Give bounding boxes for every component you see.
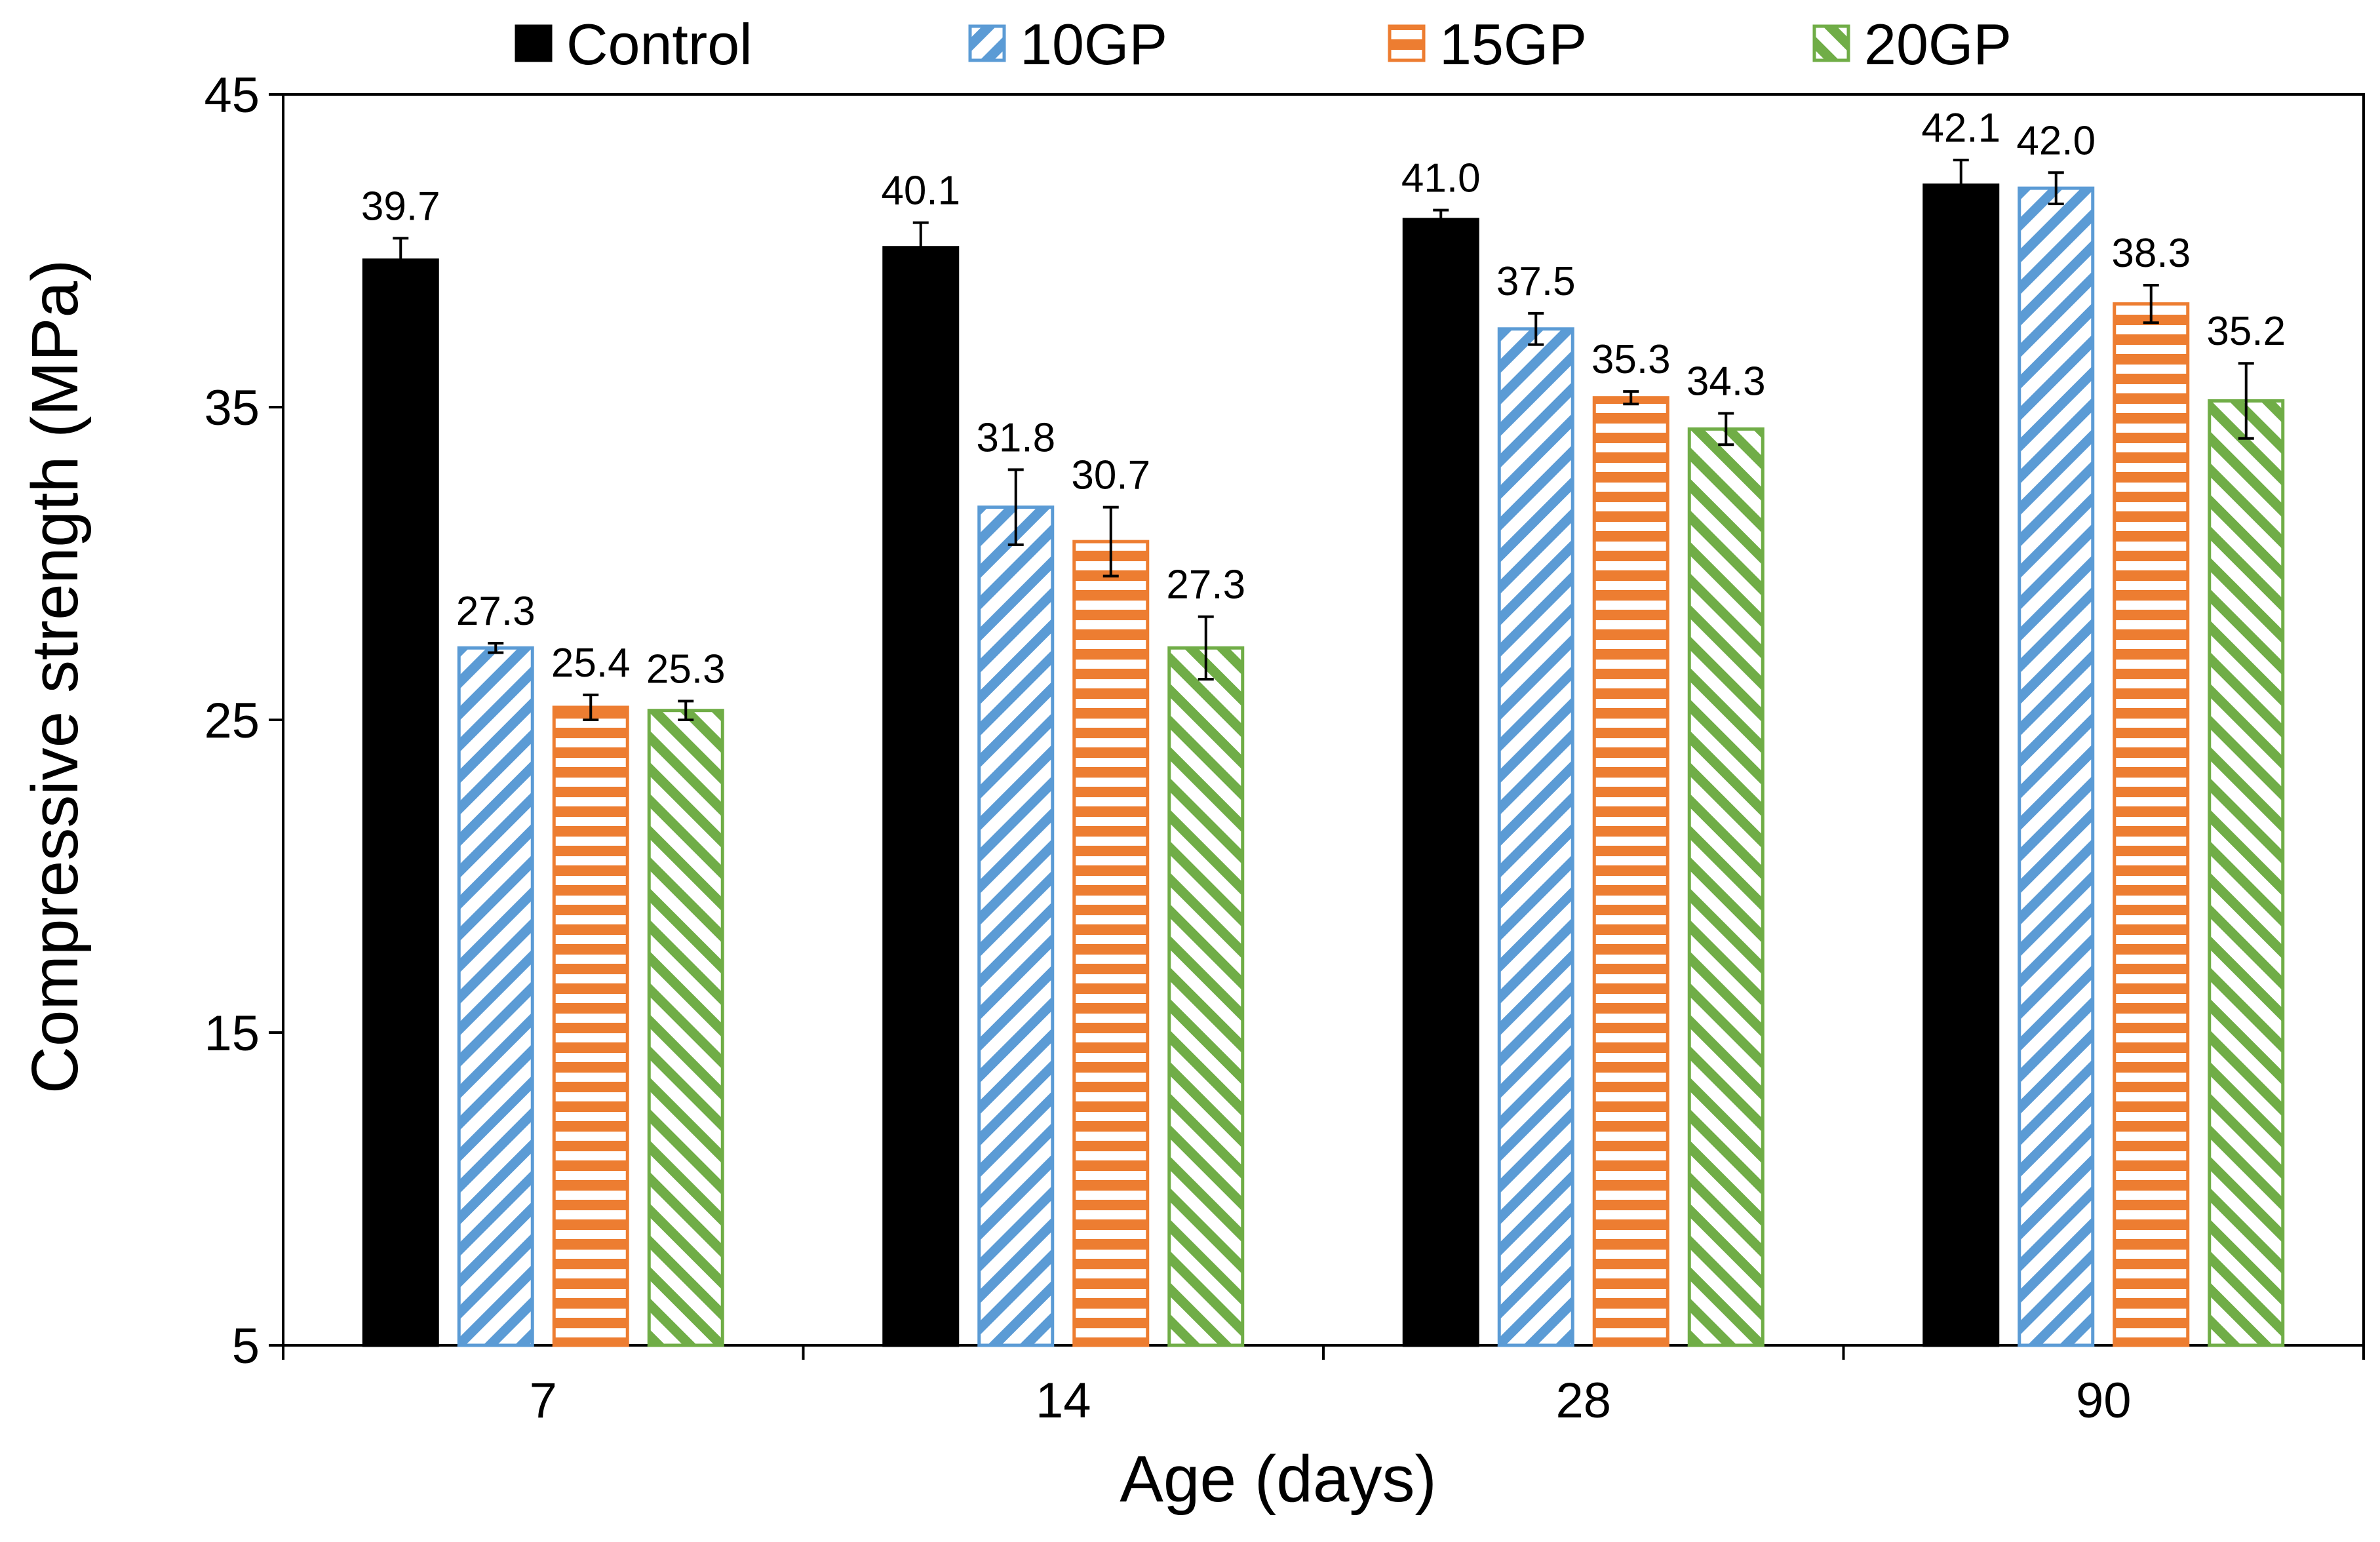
- bar-control-7: [362, 258, 439, 1347]
- value-label-10gp-14: 31.8: [976, 415, 1055, 460]
- y-tick-label: 5: [232, 1318, 260, 1374]
- legend-label-10gp: 10GP: [1020, 12, 1167, 77]
- bar-10gp-14: [977, 505, 1055, 1347]
- legend: Control 10GP 15GP 20GP: [515, 12, 2012, 77]
- bar-20gp-90: [2208, 399, 2285, 1347]
- value-label-10gp-28: 37.5: [1496, 259, 1576, 304]
- value-label-20gp-14: 27.3: [1166, 563, 1245, 608]
- value-label-10gp-90: 42.0: [2016, 118, 2096, 163]
- bars: [362, 183, 2285, 1347]
- value-label-15gp-28: 35.3: [1591, 337, 1671, 382]
- bar-control-90: [1922, 183, 2000, 1347]
- value-label-control-90: 42.1: [1921, 106, 2000, 151]
- x-tick-label: 28: [1555, 1373, 1611, 1429]
- legend-swatch-control: [515, 24, 553, 62]
- value-label-control-28: 41.0: [1401, 155, 1481, 201]
- value-label-control-7: 39.7: [361, 184, 440, 229]
- legend-swatch-15gp: [1388, 24, 1426, 62]
- bar-10gp-7: [457, 646, 534, 1347]
- bar-control-28: [1402, 218, 1479, 1347]
- bar-15gp-7: [552, 705, 629, 1347]
- legend-label-20gp: 20GP: [1864, 12, 2012, 77]
- value-label-15gp-14: 30.7: [1071, 453, 1150, 498]
- value-label-20gp-28: 34.3: [1687, 359, 1766, 405]
- x-tick-label: 7: [530, 1373, 557, 1429]
- y-axis: 5 15 25 35 45: [204, 68, 283, 1374]
- bar-10gp-28: [1497, 327, 1574, 1347]
- value-label-15gp-7: 25.4: [551, 641, 631, 686]
- legend-swatch-20gp: [1812, 24, 1850, 62]
- value-label-control-14: 40.1: [881, 168, 960, 214]
- error-bars: [393, 159, 2254, 721]
- value-label-20gp-7: 25.3: [646, 646, 726, 692]
- bar-15gp-28: [1592, 396, 1669, 1347]
- bar-15gp-14: [1072, 540, 1150, 1347]
- y-axis-title: Compressive strength (MPa): [18, 260, 92, 1094]
- legend-swatch-10gp: [968, 24, 1006, 62]
- value-label-15gp-90: 38.3: [2111, 231, 2191, 276]
- value-labels: 39.7 27.3 25.4 25.3 40.1 31.8 30.7 27.3 41.0 37.5…: [361, 106, 2286, 692]
- bar-20gp-14: [1167, 646, 1245, 1347]
- bar-control-14: [882, 246, 960, 1347]
- bar-20gp-7: [647, 709, 724, 1347]
- y-tick-label: 35: [204, 380, 260, 436]
- y-tick-label: 45: [204, 68, 260, 123]
- x-tick-label: 14: [1036, 1373, 1091, 1429]
- bar-15gp-90: [2113, 302, 2190, 1347]
- value-label-10gp-7: 27.3: [456, 589, 536, 634]
- x-axis-title: Age (days): [1120, 1442, 1437, 1516]
- y-tick-label: 25: [204, 693, 260, 749]
- value-label-20gp-90: 35.2: [2206, 309, 2286, 354]
- x-tick-label: 90: [2076, 1373, 2132, 1429]
- legend-label-15gp: 15GP: [1439, 12, 1587, 77]
- bar-20gp-28: [1687, 427, 1765, 1347]
- y-tick-label: 15: [204, 1006, 260, 1061]
- bar-10gp-90: [2018, 186, 2095, 1347]
- x-axis: 7 14 28 90: [282, 1345, 2365, 1429]
- legend-label-control: Control: [566, 12, 752, 77]
